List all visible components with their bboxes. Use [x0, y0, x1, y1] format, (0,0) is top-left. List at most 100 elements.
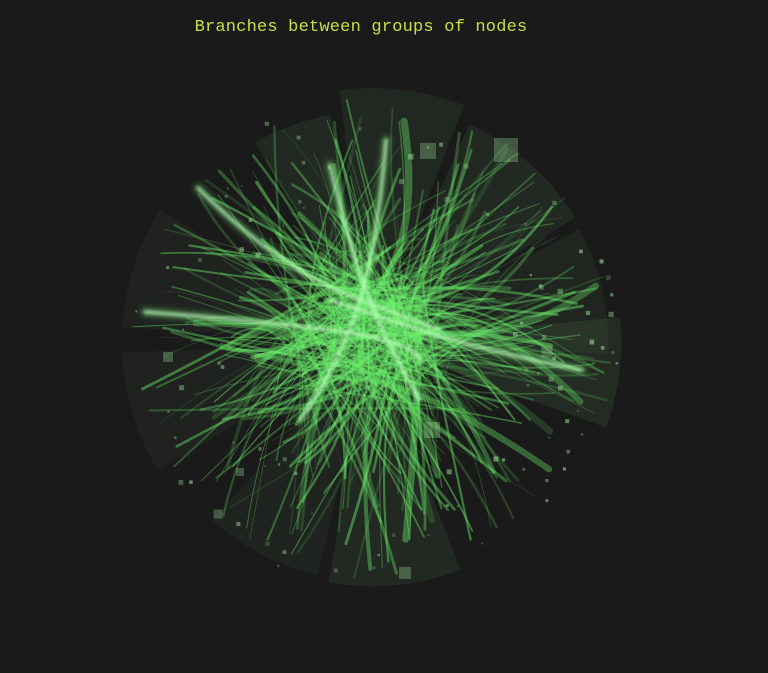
branch-edge [352, 238, 408, 474]
node-square [606, 275, 611, 281]
node-square [463, 163, 469, 169]
branch-edge [263, 206, 439, 478]
branch-edge [197, 338, 373, 402]
branch-edge [246, 290, 379, 384]
branch-edge [264, 157, 479, 408]
group-wedge [388, 124, 576, 322]
branch-edge [318, 217, 563, 337]
branch-edge [314, 263, 611, 364]
node-square [565, 419, 570, 424]
node-square [545, 479, 549, 483]
node-square [524, 223, 528, 226]
branch-edge [276, 153, 338, 418]
branch-edge [193, 354, 507, 396]
node-square [599, 259, 604, 264]
branch-edge [304, 163, 460, 465]
branch-edge [222, 259, 445, 455]
node-square [282, 224, 284, 227]
node-square [610, 293, 614, 297]
node-square [391, 533, 396, 537]
branch-edge [357, 298, 449, 511]
branch-edge [288, 346, 594, 425]
node-square [166, 266, 170, 270]
node-square [580, 433, 584, 436]
node-square [236, 468, 244, 476]
branch-edge [289, 162, 384, 365]
branch-edge [301, 203, 377, 477]
group-wedge [407, 228, 609, 354]
branch-edge [235, 348, 440, 403]
node-square [293, 471, 298, 475]
node-square [296, 135, 301, 140]
bright-branches [140, 135, 587, 425]
branch-edge [405, 223, 554, 398]
branch-edge [356, 334, 581, 381]
node-square [456, 505, 460, 508]
branch-edge [375, 237, 426, 515]
node-square [576, 410, 579, 413]
branch-edge [390, 107, 439, 430]
node-square [224, 194, 228, 198]
branch-edge [300, 303, 565, 378]
node-square [529, 274, 532, 277]
branch-edge [197, 193, 452, 346]
branch-edge [233, 287, 410, 401]
node-square [282, 457, 287, 462]
branch-edge [159, 336, 388, 377]
branch-edge [323, 329, 488, 495]
branch-edge [238, 296, 398, 575]
branch-edge [170, 330, 461, 375]
bright-branch [328, 298, 584, 372]
branch-edge [297, 211, 496, 475]
branch-edge [216, 206, 352, 482]
node-square [372, 566, 376, 570]
branch-edge [291, 253, 483, 423]
branch-edge [272, 344, 483, 464]
node-square [494, 138, 518, 162]
node-square [265, 541, 270, 546]
node-square [408, 154, 414, 160]
node-square [579, 249, 583, 254]
branch-edge [332, 120, 456, 440]
node-square [524, 368, 529, 373]
node-square [427, 534, 430, 536]
node-square [446, 469, 452, 475]
node-square [444, 196, 450, 202]
node-square [173, 436, 177, 440]
branch-edge [276, 152, 520, 384]
branch-edge [345, 99, 451, 386]
branch-edge [229, 168, 351, 392]
branch-edge [171, 286, 396, 404]
node-square [163, 352, 173, 362]
branch-edge [271, 254, 434, 437]
node-square [552, 200, 557, 206]
node-square [611, 351, 615, 355]
node-square [178, 479, 184, 485]
branch-edge [422, 219, 459, 428]
branch-edge [271, 387, 523, 424]
node-square [239, 247, 244, 252]
branch-edge [317, 251, 600, 338]
node-square [526, 384, 530, 387]
node-square [213, 509, 223, 519]
branch-edge [299, 273, 491, 439]
group-wedge [122, 343, 338, 471]
branch-edge [299, 287, 442, 463]
node-square [167, 410, 170, 413]
branch-edge [338, 241, 411, 541]
node-square [311, 512, 313, 515]
branch-edge [387, 257, 459, 473]
node-square [420, 143, 436, 159]
group-wedge [255, 114, 365, 308]
node-square [615, 362, 618, 365]
node-square [557, 288, 563, 295]
node-square [198, 258, 202, 262]
node-square [179, 385, 185, 391]
branch-edge [164, 315, 400, 400]
branch-edge [291, 251, 486, 289]
node-square [481, 542, 484, 545]
branch-edge [221, 333, 436, 421]
node-square [282, 550, 287, 554]
node-square [552, 356, 556, 361]
group-wedge [122, 209, 339, 340]
